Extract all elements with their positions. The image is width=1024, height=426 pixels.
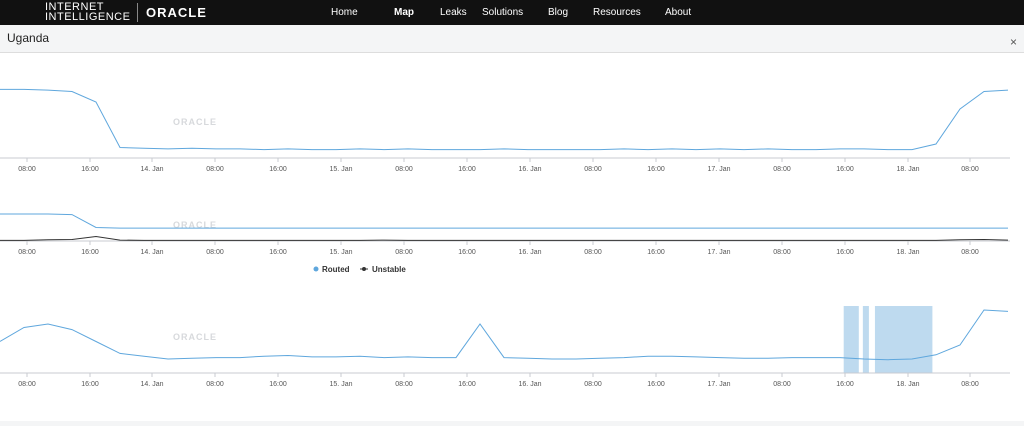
x-tick-label: 08:00 [584, 166, 602, 173]
highlight-band [862, 306, 869, 373]
x-tick-label: 14. Jan [141, 381, 164, 388]
oracle-watermark: ORACLE [173, 332, 217, 342]
x-tick-label: 08:00 [584, 381, 602, 388]
internet-intelligence-logo[interactable]: INTERNET INTELLIGENCE [45, 1, 131, 23]
x-tick-label: 08:00 [395, 381, 413, 388]
series-line [0, 309, 1009, 361]
legend-routed-label: Routed [322, 265, 350, 274]
x-tick-label: 17. Jan [708, 249, 731, 256]
x-tick-label: 08:00 [206, 381, 224, 388]
x-tick-label: 08:00 [395, 249, 413, 256]
x-tick-label: 08:00 [18, 381, 36, 388]
x-tick-label: 16:00 [458, 249, 476, 256]
nav-about[interactable]: About [665, 7, 692, 18]
highlight-band [843, 306, 859, 373]
x-tick-label: 18. Jan [897, 249, 920, 256]
series-line [0, 88, 1009, 151]
x-tick-label: 16:00 [836, 381, 854, 388]
x-tick-label: 08:00 [584, 249, 602, 256]
x-tick-label: 08:00 [961, 249, 979, 256]
x-tick-label: 08:00 [18, 166, 36, 173]
x-tick-label: 08:00 [206, 249, 224, 256]
brand-line1: INTERNET [45, 1, 104, 13]
unstable-line [0, 235, 1009, 241]
legend-routed-marker [313, 266, 319, 272]
brand-divider [137, 3, 138, 22]
x-tick-label: 08:00 [961, 381, 979, 388]
nav-resources[interactable]: Resources [593, 7, 641, 18]
x-tick-label: 16:00 [269, 381, 287, 388]
chart-panel: ORACLE 08:00 16:00 14. Jan 08:00 16:00 15. Jan… [0, 53, 1024, 421]
top-navigation-bar: INTERNET INTELLIGENCE ORACLE Home Map Le… [0, 0, 1024, 25]
x-tick-label: 14. Jan [141, 249, 164, 256]
x-tick-label: 17. Jan [708, 381, 731, 388]
nav-leaks[interactable]: Leaks [440, 7, 467, 18]
x-tick-label: 16:00 [81, 381, 99, 388]
dialog-header: Uganda × [0, 25, 1024, 53]
x-tick-label: 15. Jan [330, 166, 353, 173]
oracle-watermark: ORACLE [173, 117, 217, 127]
x-tick-label: 16:00 [836, 166, 854, 173]
x-tick-label: 15. Jan [330, 381, 353, 388]
x-tick-label: 16:00 [647, 381, 665, 388]
x-tick-label: 16:00 [458, 166, 476, 173]
x-tick-label: 08:00 [773, 166, 791, 173]
x-tick-label: 16:00 [836, 249, 854, 256]
brand-line2: INTELLIGENCE [45, 11, 131, 23]
x-tick-label: 18. Jan [897, 166, 920, 173]
nav-map[interactable]: Map [394, 7, 414, 18]
highlight-band [874, 306, 933, 373]
oracle-logo[interactable]: ORACLE [146, 5, 207, 20]
oracle-watermark: ORACLE [173, 220, 217, 230]
x-tick-label: 15. Jan [330, 249, 353, 256]
legend-unstable-label: Unstable [372, 265, 406, 274]
close-icon[interactable]: × [1009, 35, 1017, 49]
routed-line [0, 213, 1008, 229]
x-tick-label: 18. Jan [897, 381, 920, 388]
x-tick-label: 16. Jan [519, 249, 542, 256]
x-tick-label: 16:00 [81, 166, 99, 173]
x-tick-label: 08:00 [18, 249, 36, 256]
charts-svg: ORACLE 08:00 16:00 14. Jan 08:00 16:00 15. Jan… [0, 88, 1010, 388]
x-tick-label: 08:00 [773, 249, 791, 256]
x-tick-label: 16:00 [647, 166, 665, 173]
x-tick-label: 16:00 [269, 166, 287, 173]
legend-unstable-marker [362, 267, 366, 271]
x-tick-label: 08:00 [395, 166, 413, 173]
page-title: Uganda [7, 31, 50, 45]
x-tick-label: 17. Jan [708, 166, 731, 173]
nav-solutions[interactable]: Solutions [482, 7, 524, 18]
x-tick-label: 16:00 [458, 381, 476, 388]
x-tick-label: 08:00 [206, 166, 224, 173]
x-tick-label: 16:00 [269, 249, 287, 256]
x-tick-label: 14. Jan [141, 166, 164, 173]
x-tick-label: 08:00 [773, 381, 791, 388]
x-tick-label: 16:00 [647, 249, 665, 256]
nav-home[interactable]: Home [331, 7, 358, 18]
x-tick-label: 08:00 [961, 166, 979, 173]
x-tick-label: 16. Jan [519, 166, 542, 173]
nav-blog[interactable]: Blog [548, 7, 569, 18]
x-tick-label: 16:00 [81, 249, 99, 256]
x-tick-label: 16. Jan [519, 381, 542, 388]
